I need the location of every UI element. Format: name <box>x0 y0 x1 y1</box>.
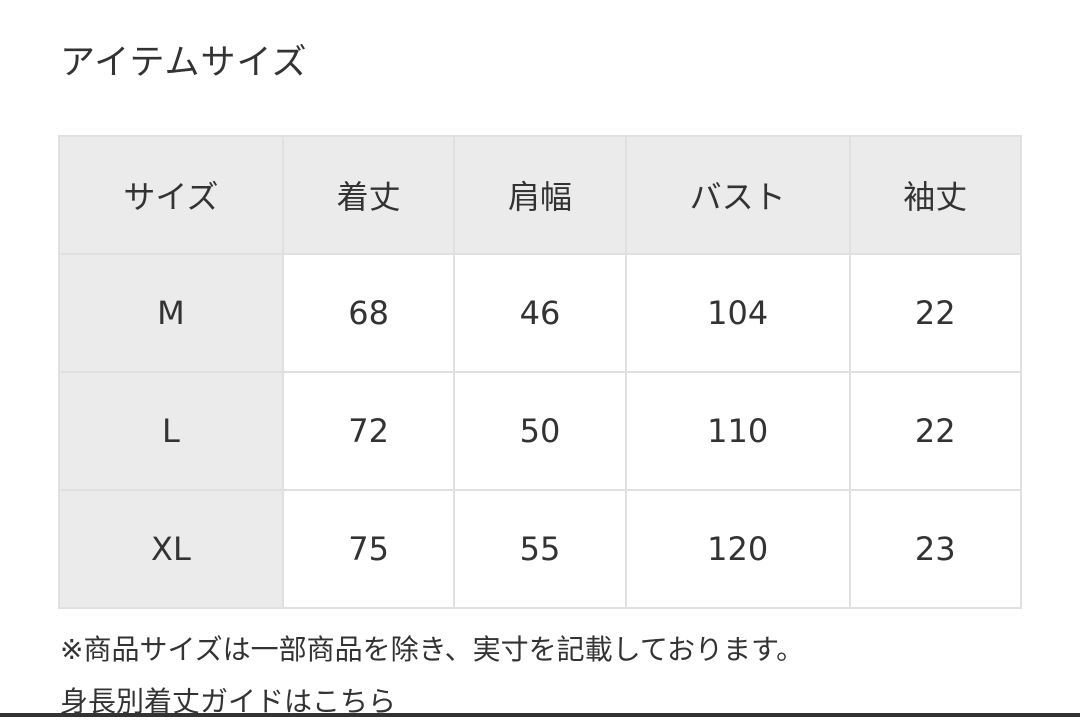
size-table: サイズ 着丈 肩幅 バスト 袖丈 M 68 46 104 22 L 72 50 … <box>58 135 1023 609</box>
table-row: L 72 50 110 22 <box>58 371 1023 491</box>
table-cell: 23 <box>848 489 1023 609</box>
table-cell: 120 <box>624 489 851 609</box>
size-label: M <box>58 253 284 373</box>
size-label: XL <box>58 489 284 609</box>
size-label: L <box>58 371 284 491</box>
table-cell: 72 <box>281 371 456 491</box>
table-cell: 68 <box>281 253 456 373</box>
header-bust: バスト <box>624 135 851 255</box>
size-note: ※商品サイズは一部商品を除き、実寸を記載しております。 <box>60 633 805 666</box>
table-header-row: サイズ 着丈 肩幅 バスト 袖丈 <box>58 135 1023 255</box>
table-row: XL 75 55 120 23 <box>58 489 1023 609</box>
table-cell: 55 <box>453 489 627 609</box>
header-length: 着丈 <box>281 135 456 255</box>
section-title: アイテムサイズ <box>60 43 308 83</box>
table-cell: 46 <box>453 253 627 373</box>
table-row: M 68 46 104 22 <box>58 253 1023 373</box>
table-cell: 75 <box>281 489 456 609</box>
header-sleeve: 袖丈 <box>848 135 1023 255</box>
table-cell: 50 <box>453 371 627 491</box>
table-cell: 22 <box>848 371 1023 491</box>
header-shoulder: 肩幅 <box>453 135 627 255</box>
divider <box>0 713 1080 717</box>
table-cell: 104 <box>624 253 851 373</box>
header-size: サイズ <box>58 135 284 255</box>
table-cell: 110 <box>624 371 851 491</box>
length-guide-link[interactable]: 身長別着丈ガイドはこちら <box>60 685 397 718</box>
table-cell: 22 <box>848 253 1023 373</box>
